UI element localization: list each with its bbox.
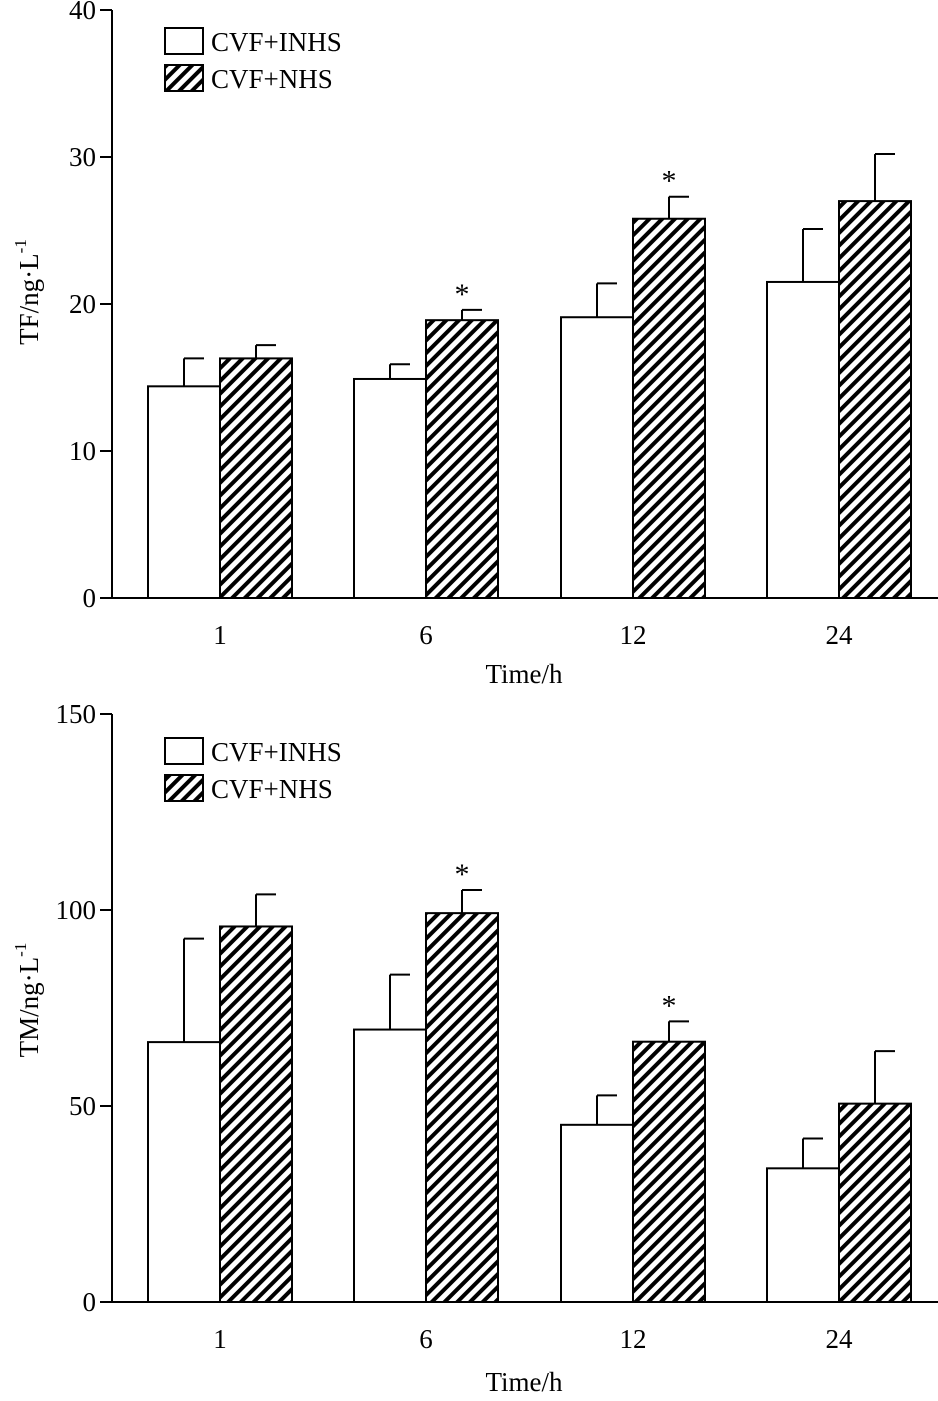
tm-axes: [111, 714, 938, 1303]
tm-legend-swatch-cvf-inhs: [164, 737, 204, 765]
tf-y-tick-label: 30: [69, 142, 96, 172]
tm-y-tick-label: 150: [56, 699, 97, 729]
tf-y-axis-title-main: TF/ng·L: [14, 253, 44, 345]
tm-x-ticks: 1 6 12 24: [213, 1324, 853, 1354]
tm-bar-cvf-inhs-6h: [353, 1028, 427, 1304]
tm-legend: CVF+INHS CVF+NHS: [164, 737, 342, 804]
tf-bars: **: [147, 153, 912, 600]
tm-y-tick-label: 100: [56, 895, 97, 925]
tf-error-bar-cvf-inhs-12h: [596, 282, 617, 318]
tm-legend-label-cvf-nhs: CVF+NHS: [211, 774, 333, 804]
tm-bars: **: [147, 858, 912, 1304]
tf-x-tick-label: 1: [213, 620, 227, 650]
tm-y-axis-title-main: TM/ng·L: [14, 957, 44, 1058]
tf-y-axis-title: TF/ng·L-1: [11, 239, 44, 345]
tf-error-bar-cvf-inhs-1h: [183, 357, 204, 387]
tf-error-bar-cvf-inhs-24h: [802, 228, 823, 282]
tf-bar-cvf-inhs-6h: [353, 377, 427, 599]
tf-legend: CVF+INHS CVF+NHS: [164, 27, 342, 94]
tm-bar-cvf-nhs-24h: [838, 1102, 912, 1303]
tf-error-bar-cvf-inhs-6h: [389, 363, 410, 379]
tm-error-bar-cvf-nhs-24h: [874, 1050, 895, 1104]
tm-error-bar-cvf-nhs-1h: [255, 893, 276, 927]
tm-y-ticks: 0 50 100 150: [56, 699, 112, 1317]
tf-bar-cvf-inhs-24h: [766, 280, 840, 599]
tf-y-tick-label: 0: [83, 583, 97, 613]
tm-x-tick-label: 1: [213, 1324, 227, 1354]
tm-legend-label-cvf-inhs: CVF+INHS: [211, 737, 342, 767]
tf-x-tick-label: 12: [620, 620, 647, 650]
tm-x-axis-title: Time/h: [485, 1367, 563, 1397]
tf-y-tick-label: 40: [69, 0, 96, 25]
tf-bar-cvf-inhs-12h: [560, 316, 634, 599]
tm-legend-swatch-cvf-nhs: [164, 774, 204, 802]
tf-legend-swatch-cvf-inhs: [164, 27, 204, 55]
tm-y-axis-title-superscript: -1: [11, 943, 30, 957]
tf-bar-cvf-inhs-1h: [147, 385, 221, 599]
tm-bar-cvf-nhs-1h: [219, 925, 293, 1303]
tf-y-tick-label: 20: [69, 289, 96, 319]
tm-x-tick-label: 12: [620, 1324, 647, 1354]
tf-x-axis-title: Time/h: [485, 659, 563, 689]
tf-y-axis-title-superscript: -1: [11, 239, 30, 253]
tm-bar-cvf-inhs-24h: [766, 1167, 840, 1303]
tf-legend-swatch-cvf-nhs: [164, 64, 204, 92]
tf-bar-cvf-nhs-1h: [219, 357, 293, 600]
tf-bar-cvf-nhs-12h: [632, 217, 706, 600]
tm-x-tick-label: 24: [826, 1324, 854, 1354]
tm-error-bar-cvf-inhs-6h: [389, 973, 410, 1030]
tm-y-tick-label: 50: [69, 1091, 96, 1121]
tm-error-bar-cvf-inhs-24h: [802, 1137, 823, 1169]
tm-bar-cvf-inhs-12h: [560, 1123, 634, 1304]
tm-y-tick-label: 0: [83, 1287, 97, 1317]
tf-significance-star-6h: *: [455, 278, 470, 311]
tm-bar-cvf-nhs-6h: [425, 912, 499, 1303]
tm-bar-cvf-inhs-1h: [147, 1041, 221, 1303]
tm-significance-star-6h: *: [455, 858, 470, 891]
tf-error-bar-cvf-nhs-1h: [255, 344, 276, 359]
tf-x-tick-label: 24: [826, 620, 854, 650]
tm-error-bar-cvf-inhs-12h: [596, 1094, 617, 1125]
tf-y-ticks: 0 10 20 30 40: [69, 0, 112, 613]
tf-error-bar-cvf-nhs-6h: [461, 308, 482, 321]
tm-y-axis-title: TM/ng·L-1: [11, 943, 44, 1058]
tm-error-bar-cvf-nhs-6h: [461, 889, 482, 914]
tf-x-ticks: 1 6 12 24: [213, 620, 853, 650]
tf-y-tick-label: 10: [69, 436, 96, 466]
tf-x-tick-label: 6: [419, 620, 433, 650]
tf-error-bar-cvf-nhs-12h: [668, 195, 689, 219]
tf-legend-label-cvf-inhs: CVF+INHS: [211, 27, 342, 57]
tf-bar-cvf-nhs-6h: [425, 319, 499, 599]
tm-error-bar-cvf-nhs-12h: [668, 1020, 689, 1042]
tf-bar-cvf-nhs-24h: [838, 200, 912, 599]
tm-bar-cvf-nhs-12h: [632, 1040, 706, 1304]
tf-significance-star-12h: *: [662, 165, 677, 198]
tf-error-bar-cvf-nhs-24h: [874, 153, 895, 202]
tf-legend-label-cvf-nhs: CVF+NHS: [211, 64, 333, 94]
tm-x-tick-label: 6: [419, 1324, 433, 1354]
tm-error-bar-cvf-inhs-1h: [183, 937, 204, 1043]
tm-significance-star-12h: *: [662, 989, 677, 1022]
